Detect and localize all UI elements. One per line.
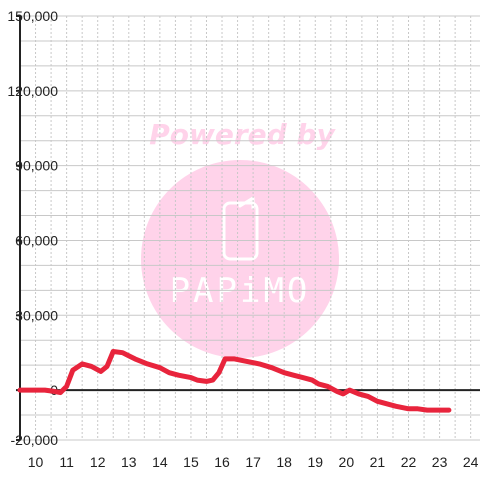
watermark-text: Powered by: [149, 118, 336, 151]
x-tick-label: 17: [245, 454, 261, 470]
x-tick-label: 18: [276, 454, 292, 470]
x-tick-label: 13: [121, 454, 137, 470]
x-tick-label: 12: [90, 454, 106, 470]
x-tick-label: 19: [307, 454, 323, 470]
x-tick-label: 16: [214, 454, 230, 470]
watermark: Powered by PAPiMO: [141, 118, 339, 358]
x-tick-label: 21: [370, 454, 386, 470]
y-tick-label: 150,000: [7, 8, 58, 24]
x-tick-label: 24: [463, 454, 479, 470]
x-tick-label: 15: [183, 454, 199, 470]
x-tick-label: 20: [339, 454, 355, 470]
series-group: [17, 349, 452, 413]
tick-labels: -20,000030,00060,00090,000120,000150,000…: [7, 8, 478, 470]
y-tick-label: -20,000: [11, 432, 59, 448]
y-tick-label: 120,000: [7, 83, 58, 99]
series-line: [17, 349, 452, 413]
gridlines: [20, 15, 480, 441]
x-tick-label: 14: [152, 454, 168, 470]
y-tick-label: 30,000: [15, 307, 58, 323]
x-tick-label: 22: [401, 454, 417, 470]
x-tick-label: 23: [432, 454, 448, 470]
x-tick-label: 11: [59, 454, 74, 470]
y-tick-label: 90,000: [15, 158, 58, 174]
x-tick-label: 10: [28, 454, 44, 470]
y-tick-label: 60,000: [15, 232, 58, 248]
